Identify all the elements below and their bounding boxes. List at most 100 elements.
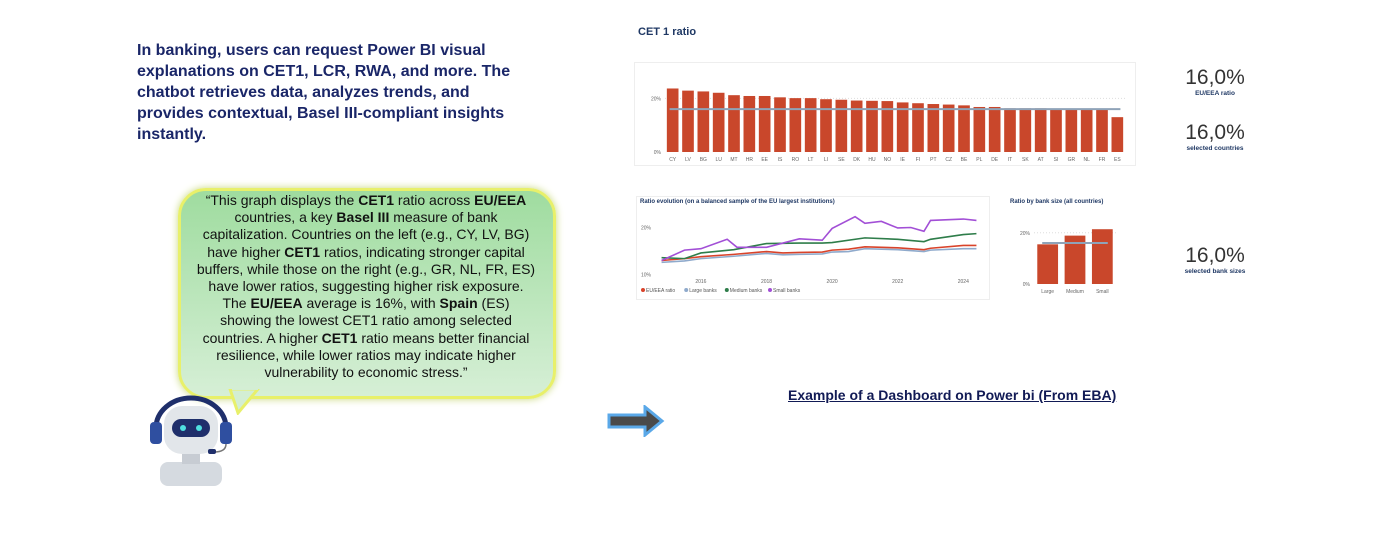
y-tick-label: 20%	[651, 96, 662, 102]
bar-RO	[789, 98, 802, 152]
speech-bubble	[178, 188, 556, 399]
ratio-evolution-line-chart[interactable]: 10% 20% 2016 2018 2020 2022 2024 EU/EEA ratio La…	[636, 196, 990, 300]
x-tick-label: IT	[1008, 157, 1012, 163]
x-tick-label: LU	[715, 157, 722, 163]
bar-MT	[728, 95, 740, 152]
bar-EE	[758, 95, 771, 152]
x-tick-label: EE	[761, 157, 768, 163]
x-tick-label: IE	[900, 157, 905, 163]
emphasis-term: CET1	[284, 243, 321, 260]
text-run: ratio means better financial resilience,…	[216, 329, 530, 381]
series-line-small-banks	[661, 215, 977, 262]
y-tick-label: 0%	[654, 150, 662, 156]
legend-marker	[684, 288, 689, 292]
x-tick-label: LV	[685, 157, 691, 163]
text-run: ratios, indicating stronger capital buff…	[196, 243, 536, 312]
bank-size-bar-chart[interactable]: 0% 20% Large Medium Small	[1008, 210, 1118, 298]
x-tick-label: Large	[1041, 289, 1054, 295]
emphasis-term: EU/EEA	[250, 295, 303, 312]
x-tick-label: BE	[961, 157, 968, 163]
x-tick-label: AT	[1038, 157, 1044, 163]
kpi-eu-label: EU/EEA ratio	[1195, 90, 1235, 97]
robot-assistant-icon	[150, 395, 232, 486]
x-tick-label: 2016	[695, 279, 706, 285]
legend-label: Large banks	[689, 288, 717, 294]
y-tick-label: 10%	[641, 273, 652, 279]
bar-LU	[712, 92, 725, 152]
y-tick-label: 0%	[1023, 282, 1031, 288]
series-line-medium-banks	[661, 232, 977, 260]
x-tick-label: LI	[824, 157, 828, 163]
bar-SK	[1019, 108, 1032, 152]
x-tick-label: NO	[884, 157, 892, 163]
x-tick-label: 2020	[827, 279, 838, 285]
x-tick-label: RO	[792, 157, 800, 163]
x-tick-label: SE	[838, 157, 845, 163]
emphasis-term: CET1	[321, 329, 358, 346]
x-tick-label: DE	[991, 157, 999, 163]
bar-GR	[1065, 108, 1078, 152]
bank-size-title: Ratio by bank size (all countries)	[1010, 199, 1104, 205]
legend-marker	[641, 288, 645, 292]
x-tick-label: DK	[853, 157, 861, 163]
bar-LV	[682, 90, 694, 152]
bar-IS	[774, 97, 786, 152]
cet1-chart-title: CET 1 ratio	[638, 26, 697, 38]
legend-label: Small banks	[773, 288, 801, 294]
x-tick-label: CZ	[945, 157, 952, 163]
bar-IE	[896, 102, 909, 152]
bar-SE	[835, 99, 848, 152]
x-tick-label: ES	[1114, 157, 1121, 163]
x-tick-label: FR	[1099, 157, 1106, 163]
arrow-right-icon	[607, 405, 665, 437]
x-tick-label: 2024	[958, 279, 969, 285]
bar-Large	[1037, 244, 1059, 284]
legend-marker	[724, 288, 729, 292]
legend-marker	[768, 288, 772, 292]
x-tick-label: 2018	[761, 279, 772, 285]
text-run: measure of bank capitalization. Countrie…	[202, 209, 530, 260]
bar-IT	[1004, 108, 1016, 152]
bar-PT	[927, 104, 940, 152]
bar-FR	[1096, 108, 1108, 152]
y-tick-label: 20%	[1020, 231, 1031, 237]
y-tick-label: 20%	[641, 226, 652, 232]
x-tick-label: IS	[778, 157, 783, 163]
legend-label: Medium banks	[730, 288, 763, 294]
ratio-evolution-title: Ratio evolution (on a balanced sample of…	[640, 199, 835, 205]
bar-FI	[912, 103, 924, 152]
series-line-eu-eea-ratio	[661, 244, 977, 262]
bar-SI	[1050, 108, 1062, 152]
legend-label: EU/EEA ratio	[646, 288, 675, 294]
bar-DE	[988, 106, 1001, 152]
text-run: average is 16%, with	[302, 295, 440, 312]
x-tick-label: BG	[700, 157, 707, 163]
intro-text: In banking, users can request Power BI v…	[137, 42, 511, 143]
x-tick-label: GR	[1068, 157, 1076, 163]
bar-LI	[820, 99, 832, 152]
x-tick-label: NL	[1083, 157, 1090, 163]
text-run: (ES) showing the lowest CET1 ratio among…	[202, 295, 512, 346]
emphasis-term: Basel III	[336, 209, 390, 226]
kpi-banksizes-value: 16,0%	[1185, 244, 1245, 267]
bar-CY	[666, 88, 679, 152]
bar-BG	[697, 91, 710, 152]
bar-HU	[866, 100, 878, 152]
emphasis-term: EU/EEA	[474, 192, 527, 208]
kpi-banksizes-label: selected bank sizes	[1184, 268, 1246, 275]
bar-NL	[1080, 108, 1093, 152]
x-tick-label: LT	[808, 157, 813, 163]
chatbot-explanation: “This graph displays the CET1 ratio acro…	[196, 192, 536, 381]
x-tick-label: HR	[746, 157, 754, 163]
bar-BE	[958, 105, 970, 152]
bar-ES	[1111, 117, 1124, 152]
kpi-countries-label: selected countries	[1186, 145, 1244, 152]
text-run: “This graph displays the	[205, 192, 359, 208]
bar-DK	[850, 100, 863, 152]
dashboard-caption-link[interactable]: Example of a Dashboard on Power bi (From…	[788, 387, 1117, 403]
cet1-bar-chart[interactable]: 0% 20% CY LV BG LU MT HR EE IS RO LT LI SE DK HU NO IE FI P…	[634, 62, 1136, 166]
x-tick-label: Small	[1096, 289, 1109, 295]
x-tick-label: SI	[1054, 157, 1059, 163]
x-tick-label: HU	[868, 157, 876, 163]
bar-Small	[1091, 229, 1113, 284]
